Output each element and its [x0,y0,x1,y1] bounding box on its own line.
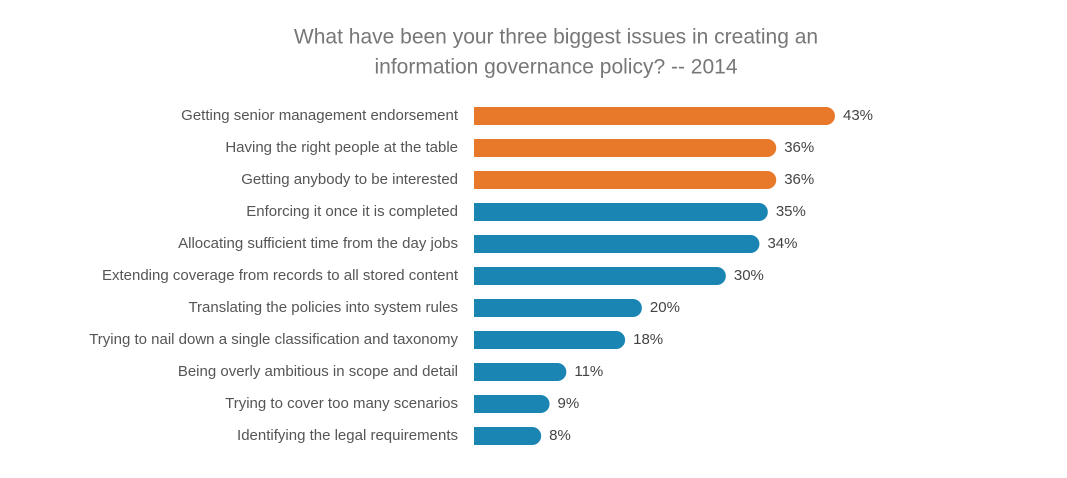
value-label: 34% [767,235,797,252]
value-label: 35% [776,203,806,220]
bar [474,331,626,349]
category-label: Translating the policies into system rul… [188,299,458,316]
value-label: 43% [843,107,873,124]
value-label: 11% [574,363,603,380]
bar [474,427,542,445]
value-label: 18% [633,331,663,348]
category-label: Identifying the legal requirements [237,427,458,444]
bar [474,299,642,317]
category-label: Getting senior management endorsement [181,107,459,124]
category-label: Trying to nail down a single classificat… [89,331,458,348]
bar [474,395,550,413]
category-label: Enforcing it once it is completed [246,203,458,220]
category-label: Having the right people at the table [225,139,458,156]
chart-title: information governance policy? -- 2014 [374,56,737,79]
bar [474,139,777,157]
bar [474,171,777,189]
bar [474,107,835,125]
value-label: 36% [784,171,814,188]
category-label: Trying to cover too many scenarios [225,395,458,412]
bar [474,267,726,285]
bar [474,363,567,381]
value-label: 36% [784,139,814,156]
value-label: 8% [549,427,571,444]
category-label: Allocating sufficient time from the day … [178,235,458,252]
category-label: Getting anybody to be interested [241,171,458,188]
category-label: Extending coverage from records to all s… [102,267,459,284]
chart-title: What have been your three biggest issues… [294,26,818,49]
bar [474,203,768,221]
value-label: 9% [558,395,580,412]
value-label: 20% [650,299,680,316]
bar [474,235,760,253]
value-label: 30% [734,267,764,284]
category-label: Being overly ambitious in scope and deta… [178,363,458,380]
